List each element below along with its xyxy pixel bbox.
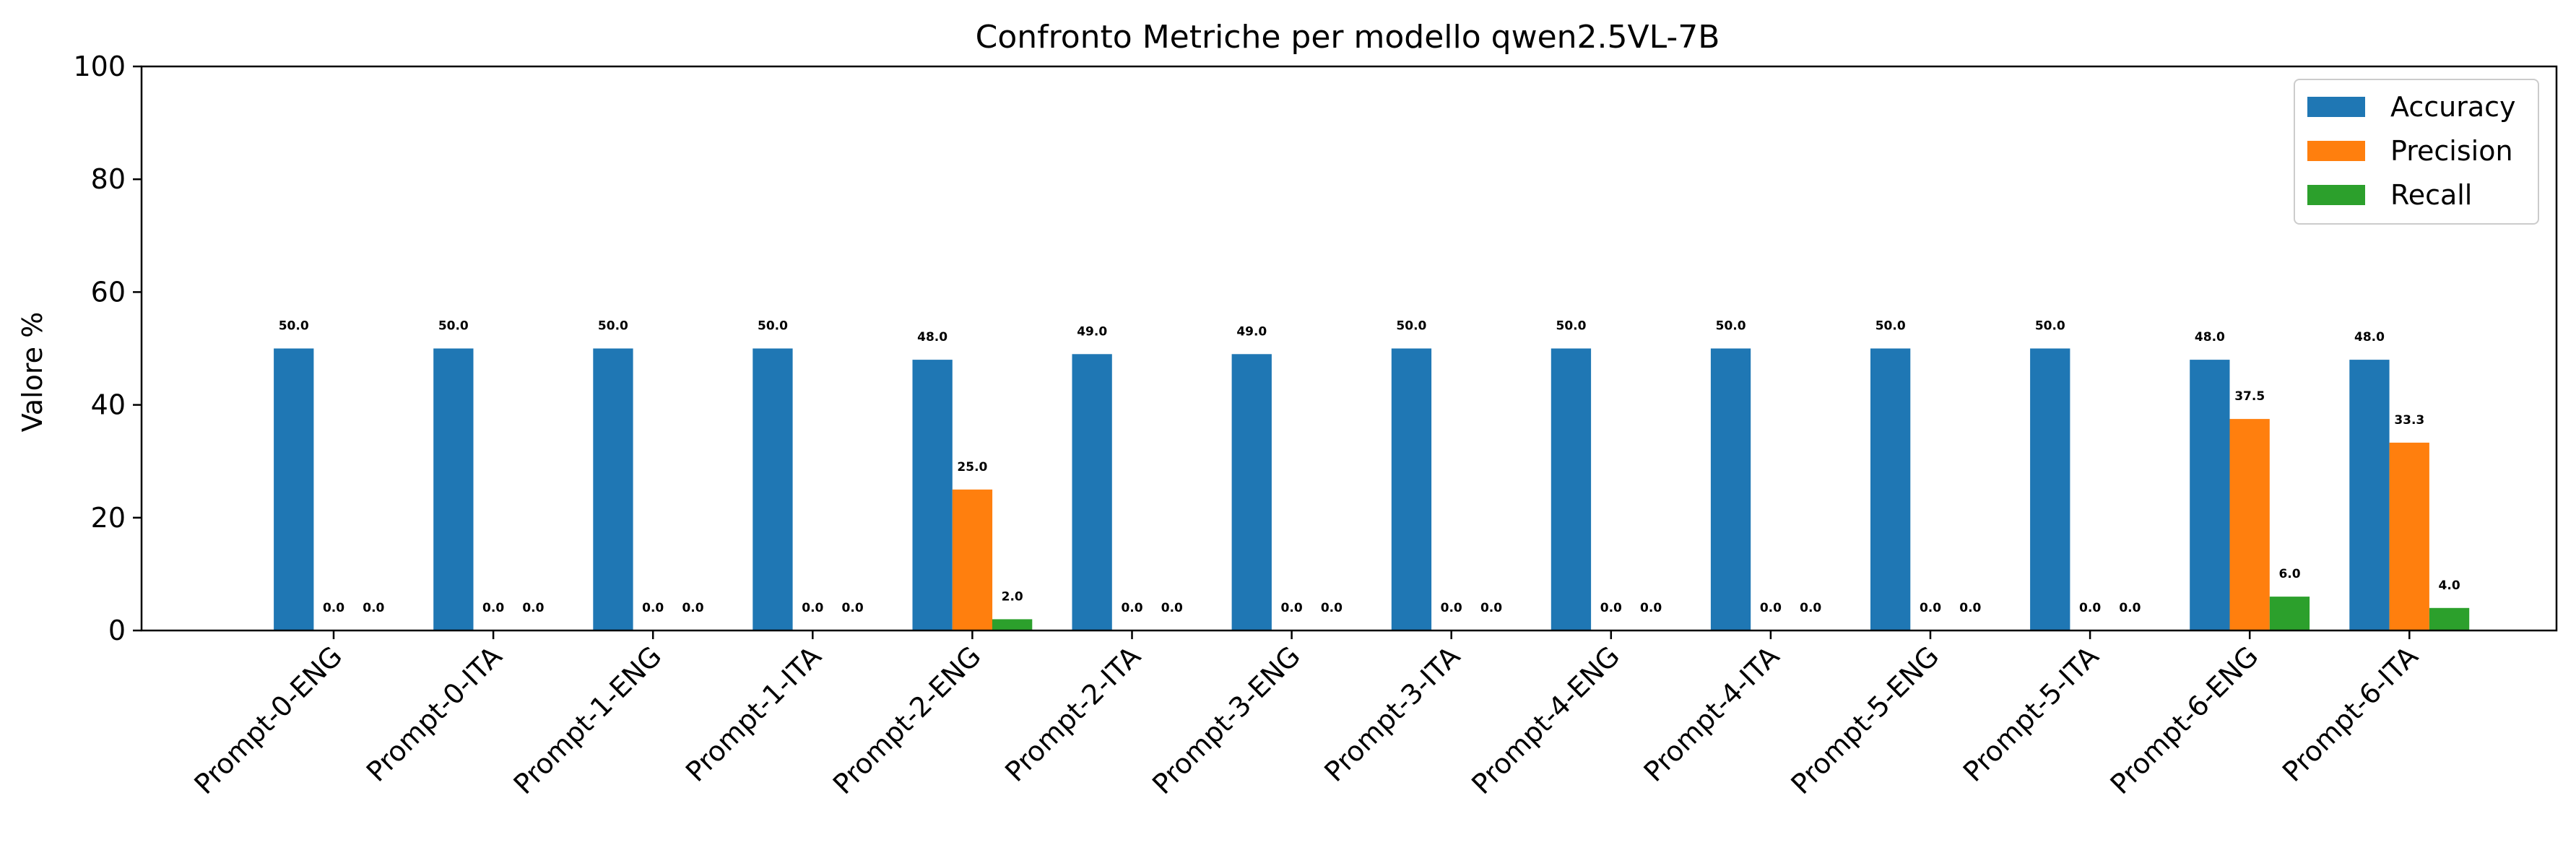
y-axis-label: Valore % [17,312,48,433]
data-label: 0.0 [1321,601,1343,615]
data-label: 0.0 [1121,601,1142,615]
data-label: 37.5 [2234,389,2265,404]
plot-frame [140,65,2558,632]
y-tick-label: 40 [91,389,126,421]
bar-accuracy [2030,348,2070,630]
data-label: 6.0 [2278,567,2300,581]
data-label: 0.0 [642,601,664,615]
bar-accuracy [2190,360,2230,630]
legend-label-recall: Recall [2390,179,2472,211]
data-label: 0.0 [1600,601,1622,615]
bar-precision [2229,419,2270,630]
bar-accuracy [1710,348,1751,630]
data-label: 0.0 [682,601,703,615]
data-label: 50.0 [438,319,469,334]
data-label: 50.0 [1875,319,1906,334]
data-label: 0.0 [482,601,504,615]
data-label: 2.0 [1002,589,1023,604]
data-label: 50.0 [598,319,628,334]
data-label: 0.0 [1441,601,1462,615]
legend-label-accuracy: Accuracy [2390,91,2516,123]
data-label: 0.0 [1281,601,1303,615]
series-precision: 0.0 0.0 0.0 0.0 25.0 0.0 0.0 0.0 0.0 0.0 0.0 0.0 37.… [323,389,2429,631]
bar-accuracy [593,348,633,630]
series-recall: 0.0 0.0 0.0 0.0 2.0 0.0 0.0 0.0 0.0 0.0 0.0 0.0 6.0 4… [363,567,2470,630]
y-tick-label: 100 [73,51,126,82]
data-label: 0.0 [363,601,384,615]
bar-recall [992,619,1033,630]
data-label: 0.0 [1480,601,1502,615]
legend-swatch-precision [2307,141,2365,161]
y-tick-label: 20 [91,502,126,534]
data-label: 48.0 [917,330,947,344]
y-tick-label: 60 [91,276,126,308]
legend-swatch-accuracy [2307,97,2365,117]
data-label: 0.0 [1800,601,1821,615]
data-label: 33.3 [2394,413,2424,428]
bar-recall [2429,607,2470,630]
data-label: 0.0 [1920,601,1941,615]
data-label: 48.0 [2195,330,2225,344]
data-label: 0.0 [522,601,544,615]
data-label: 50.0 [1556,319,1587,334]
legend-swatch-recall [2307,185,2365,205]
data-label: 49.0 [1236,324,1267,339]
bar-precision [952,489,993,631]
bar-accuracy [1072,354,1112,630]
bar-accuracy [433,348,474,630]
data-label: 48.0 [2354,330,2385,344]
data-label: 4.0 [2439,578,2460,593]
bar-accuracy [2349,360,2390,630]
data-label: 0.0 [2119,601,2141,615]
data-label: 50.0 [1396,319,1426,334]
bar-precision [2389,442,2429,630]
data-label: 0.0 [1959,601,1981,615]
data-label: 50.0 [2035,319,2065,334]
data-label: 0.0 [1640,601,1662,615]
data-label: 50.0 [1716,319,1746,334]
data-label: 0.0 [2079,601,2101,615]
data-label: 50.0 [758,319,788,334]
series-accuracy: 50.0 50.0 50.0 50.0 48.0 49.0 49.0 50.0 50.0 50.0… [274,319,2390,630]
data-label: 25.0 [957,460,987,474]
data-label: 50.0 [279,319,309,334]
legend: Accuracy Precision Recall [2294,79,2539,225]
data-label: 49.0 [1077,324,1107,339]
bar-accuracy [274,348,314,630]
data-label: 0.0 [842,601,864,615]
bar-accuracy [1391,348,1432,630]
legend-label-precision: Precision [2390,135,2513,167]
bar-accuracy [1231,354,1272,630]
y-tick-label: 80 [91,163,126,195]
data-label: 0.0 [1161,601,1183,615]
bar-accuracy [912,360,953,630]
data-label: 0.0 [802,601,823,615]
bar-recall [2269,597,2310,630]
data-label: 0.0 [1760,601,1782,615]
y-tick-label: 0 [108,615,126,646]
bar-accuracy [753,348,793,630]
bar-accuracy [1870,348,1911,630]
bar-accuracy [1551,348,1592,630]
data-label: 0.0 [323,601,344,615]
chart-title: Confronto Metriche per modello qwen2.5VL… [976,19,1720,56]
